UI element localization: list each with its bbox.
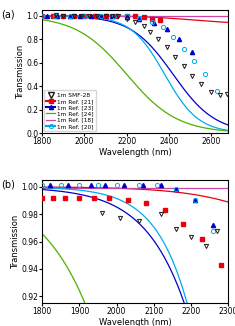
X-axis label: Wavelength (nm): Wavelength (nm): [99, 148, 172, 156]
Y-axis label: Transmission: Transmission: [16, 44, 25, 98]
Text: (a): (a): [1, 10, 15, 20]
Legend: 1m SMF-28, 1m Ref. [21], 1m Ref. [23], 1m Ref. [24], 1m Ref. [18], 1m Ref. [20]: 1m SMF-28, 1m Ref. [21], 1m Ref. [23], 1…: [44, 90, 96, 131]
X-axis label: Wavelength (nm): Wavelength (nm): [99, 318, 172, 326]
Text: (b): (b): [1, 180, 15, 190]
Y-axis label: Transmission: Transmission: [11, 215, 20, 269]
